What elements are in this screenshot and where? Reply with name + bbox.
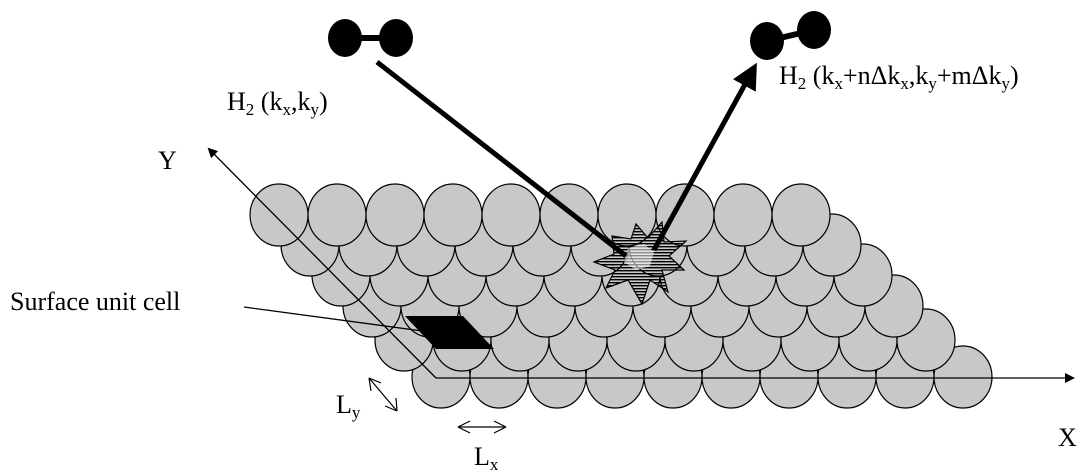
surface-atom xyxy=(714,184,772,246)
unit-cell-label: Surface unit cell xyxy=(10,287,180,316)
surface-atoms xyxy=(250,184,992,408)
x-axis-label: X xyxy=(1058,423,1077,452)
incident-h2-molecule-icon xyxy=(328,19,413,57)
surface-atom xyxy=(482,184,540,246)
lx-label: Lx xyxy=(474,442,499,474)
incident-molecule-label: H2 (kx,ky) xyxy=(227,87,328,119)
surface-atom xyxy=(250,184,308,246)
surface-atom xyxy=(308,184,366,246)
surface-atom xyxy=(772,184,830,246)
lx-dimension-arrow xyxy=(458,421,506,433)
y-axis-label: Y xyxy=(158,146,177,175)
ly-dimension-arrow xyxy=(369,378,397,411)
scattered-molecule-label: H2 (kx+nΔkx,ky+mΔky) xyxy=(779,61,1019,93)
scattered-h2-molecule-icon xyxy=(750,11,831,60)
surface-atom xyxy=(366,184,424,246)
surface-atom xyxy=(424,184,482,246)
ly-label: Ly xyxy=(336,390,361,422)
